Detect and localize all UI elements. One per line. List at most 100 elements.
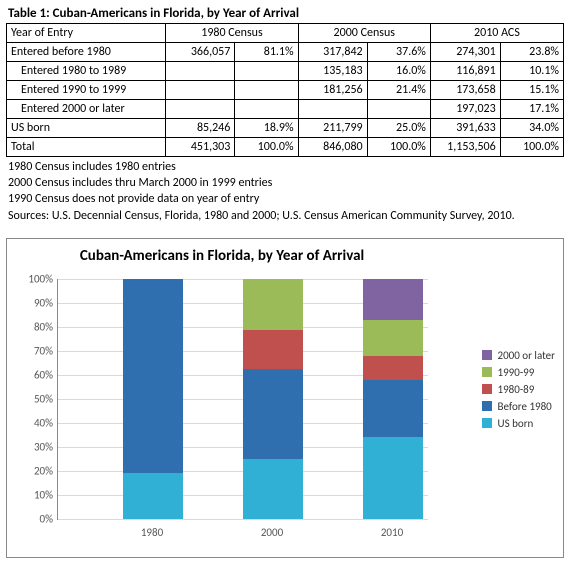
legend-item: US born (482, 417, 555, 430)
bar-segment (363, 356, 423, 380)
y-axis-label: 40% (19, 416, 53, 429)
cell (166, 62, 235, 81)
y-axis-label: 0% (19, 512, 53, 525)
legend-item: 2000 or later (482, 349, 555, 362)
cell: 100.0% (367, 138, 430, 157)
row-label: Entered before 1980 (7, 43, 166, 62)
bar (243, 279, 303, 519)
cell: 81.1% (235, 43, 298, 62)
y-axis-label: 20% (19, 464, 53, 477)
y-axis-label: 50% (19, 392, 53, 405)
bar-segment (363, 320, 423, 356)
row-label: Entered 1980 to 1989 (7, 62, 166, 81)
data-table: Year of Entry 1980 Census 2000 Census 20… (6, 23, 564, 157)
table-row: Entered 2000 or later 197,02317.1% (7, 100, 564, 119)
legend-swatch (482, 401, 492, 411)
cell (367, 100, 430, 119)
table-row: Entered 1980 to 1989 135,18316.0%116,8911… (7, 62, 564, 81)
table-notes: 1980 Census includes 1980 entries2000 Ce… (6, 159, 564, 224)
legend-label: 1990-99 (498, 366, 535, 379)
y-axis-label: 100% (19, 272, 53, 285)
cell (235, 81, 298, 100)
gridline (58, 519, 428, 520)
y-axis-label: 90% (19, 296, 53, 309)
cell: 181,256 (298, 81, 367, 100)
bar-segment (123, 279, 183, 474)
bar (123, 279, 183, 519)
bar-segment (243, 330, 303, 368)
y-axis-label: 30% (19, 440, 53, 453)
legend-item: Before 1980 (482, 400, 555, 413)
cell: 17.1% (500, 100, 563, 119)
cell: 173,658 (430, 81, 500, 100)
bar-segment (243, 279, 303, 330)
cell: 100.0% (235, 138, 298, 157)
bar-segment (363, 380, 423, 437)
bar-segment (243, 459, 303, 519)
cell: 274,301 (430, 43, 500, 62)
note-line: 1980 Census includes 1980 entries (8, 159, 564, 175)
cell: 23.8% (500, 43, 563, 62)
legend-item: 1990-99 (482, 366, 555, 379)
cell: 34.0% (500, 119, 563, 138)
legend-label: Before 1980 (498, 400, 552, 413)
row-label: Entered 2000 or later (7, 100, 166, 119)
row-label: Total (7, 138, 166, 157)
cell: 391,633 (430, 119, 500, 138)
cell: 37.6% (367, 43, 430, 62)
legend-swatch (482, 367, 492, 377)
cell: 846,080 (298, 138, 367, 157)
cell (166, 100, 235, 119)
table-row: Entered before 1980366,05781.1%317,84237… (7, 43, 564, 62)
header-year-of-entry: Year of Entry (7, 24, 166, 43)
cell: 1,153,506 (430, 138, 500, 157)
table-header-row: Year of Entry 1980 Census 2000 Census 20… (7, 24, 564, 43)
bar-segment (363, 279, 423, 320)
y-axis-label: 10% (19, 488, 53, 501)
legend-swatch (482, 350, 492, 360)
note-line: 2000 Census includes thru March 2000 in … (8, 175, 564, 191)
chart-legend: 2000 or later 1990-99 1980-89 Before 1980 US… (482, 349, 555, 434)
cell: 451,303 (166, 138, 235, 157)
cell: 366,057 (166, 43, 235, 62)
row-label: US born (7, 119, 166, 138)
chart-plot-area (57, 279, 428, 520)
cell: 116,891 (430, 62, 500, 81)
cell (235, 100, 298, 119)
cell: 211,799 (298, 119, 367, 138)
cell: 15.1% (500, 81, 563, 100)
y-axis-label: 80% (19, 320, 53, 333)
cell: 25.0% (367, 119, 430, 138)
y-axis-label: 60% (19, 368, 53, 381)
legend-swatch (482, 418, 492, 428)
cell: 100.0% (500, 138, 563, 157)
chart-container: Cuban-Americans in Florida, by Year of A… (6, 238, 564, 558)
cell: 85,246 (166, 119, 235, 138)
bar-segment (123, 473, 183, 518)
table-row: US born85,24618.9%211,79925.0%391,63334.… (7, 119, 564, 138)
bar (363, 279, 423, 519)
bar-segment (363, 437, 423, 519)
cell (298, 100, 367, 119)
cell: 21.4% (367, 81, 430, 100)
legend-label: 2000 or later (498, 349, 555, 362)
table-row: Total451,303100.0%846,080100.0%1,153,506… (7, 138, 564, 157)
bar-segment (243, 369, 303, 459)
cell: 197,023 (430, 100, 500, 119)
row-label: Entered 1990 to 1999 (7, 81, 166, 100)
cell: 10.1% (500, 62, 563, 81)
cell: 16.0% (367, 62, 430, 81)
note-line: Sources: U.S. Decennial Census, Florida,… (8, 208, 564, 224)
cell (235, 62, 298, 81)
legend-label: US born (498, 417, 534, 430)
header-1980-census: 1980 Census (166, 24, 298, 43)
header-2000-census: 2000 Census (298, 24, 430, 43)
chart-title: Cuban-Americans in Florida, by Year of A… (7, 247, 437, 265)
table-row: Entered 1990 to 1999 181,25621.4%173,6581… (7, 81, 564, 100)
note-line: 1990 Census does not provide data on yea… (8, 191, 564, 207)
cell: 135,183 (298, 62, 367, 81)
y-axis-label: 70% (19, 344, 53, 357)
legend-label: 1980-89 (498, 383, 535, 396)
legend-item: 1980-89 (482, 383, 555, 396)
header-2010-acs: 2010 ACS (430, 24, 563, 43)
